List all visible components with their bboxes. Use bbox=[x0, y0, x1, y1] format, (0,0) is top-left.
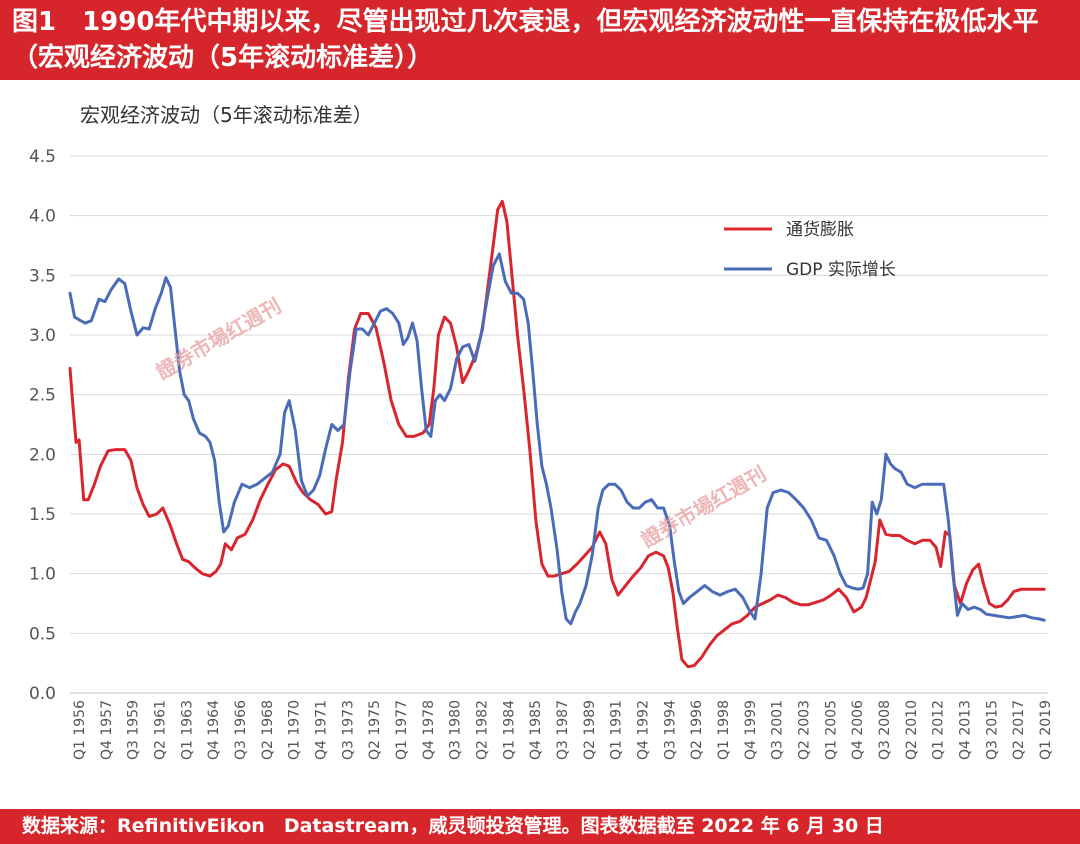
x-tick-label: Q1 2005 bbox=[823, 700, 839, 760]
x-tick-label: Q1 1956 bbox=[72, 700, 88, 760]
x-tick-label: Q1 1984 bbox=[501, 700, 517, 760]
x-tick-label: Q4 1999 bbox=[743, 700, 759, 760]
y-tick-label: 1.5 bbox=[29, 505, 56, 525]
y-tick-label: 4.5 bbox=[29, 147, 56, 167]
x-tick-label: Q2 1968 bbox=[260, 700, 276, 760]
y-tick-label: 2.0 bbox=[29, 445, 56, 465]
y-tick-label: 1.0 bbox=[29, 565, 56, 585]
chart-title: 宏观经济波动（5年滚动标准差） bbox=[80, 103, 373, 127]
x-tick-label: Q1 1970 bbox=[287, 700, 303, 760]
x-tick-label: Q4 2006 bbox=[850, 700, 866, 760]
source-note: 数据来源：RefinitivEikon Datastream，威灵顿投资管理。图… bbox=[22, 815, 884, 837]
x-tick-label: Q4 1957 bbox=[99, 700, 115, 760]
footer-bar: 数据来源：RefinitivEikon Datastream，威灵顿投资管理。图… bbox=[0, 809, 1080, 844]
x-tick-label: Q4 2013 bbox=[958, 700, 974, 760]
x-tick-label: Q1 2012 bbox=[931, 700, 947, 760]
x-tick-label: Q3 1966 bbox=[233, 700, 249, 760]
x-tick-label: Q3 1973 bbox=[340, 700, 356, 760]
legend-label-inflation: 通货膨胀 bbox=[786, 220, 854, 240]
x-tick-label: Q2 1961 bbox=[153, 700, 169, 760]
y-tick-label: 3.0 bbox=[29, 326, 56, 346]
x-tick-label: Q1 1998 bbox=[716, 700, 732, 760]
figure-title: 图1 1990年代中期以来，尽管出现过几次衰退，但宏观经济波动性一直保持在极低水… bbox=[12, 7, 1039, 73]
x-tick-label: Q2 2010 bbox=[904, 700, 920, 760]
x-tick-label: Q4 1964 bbox=[206, 700, 222, 760]
x-tick-label: Q4 1985 bbox=[528, 700, 544, 760]
x-tick-label: Q3 1980 bbox=[448, 700, 464, 760]
y-tick-label: 0.0 bbox=[29, 684, 56, 704]
x-tick-label: Q2 1975 bbox=[367, 700, 383, 760]
x-tick-label: Q1 1977 bbox=[394, 700, 410, 760]
x-tick-label: Q2 1996 bbox=[689, 700, 705, 760]
x-tick-label: Q3 2015 bbox=[984, 700, 1000, 760]
x-tick-label: Q3 1994 bbox=[662, 700, 678, 760]
series-line-gdp bbox=[68, 252, 1046, 626]
x-tick-label: Q2 1982 bbox=[475, 700, 491, 760]
x-tick-label: Q4 1992 bbox=[636, 700, 652, 760]
y-tick-label: 3.5 bbox=[29, 266, 56, 286]
x-tick-label: Q3 1987 bbox=[555, 700, 571, 760]
chart: 宏观经济波动（5年滚动标准差） 0.0 0.5 1.0 1.5 2.0 2.5 3.0 3.5 4… bbox=[29, 103, 1054, 760]
title-bar: 图1 1990年代中期以来，尽管出现过几次衰退，但宏观经济波动性一直保持在极低水… bbox=[0, 0, 1080, 80]
x-tick-label: Q2 2003 bbox=[797, 700, 813, 760]
y-tick-label: 0.5 bbox=[29, 624, 56, 644]
x-tick-label: Q3 1959 bbox=[126, 700, 142, 760]
x-tick-label: Q2 2017 bbox=[1011, 700, 1027, 760]
legend-label-gdp: GDP 实际增长 bbox=[786, 260, 896, 280]
x-tick-label: Q3 2001 bbox=[770, 700, 786, 760]
series-line-inflation bbox=[68, 199, 1046, 669]
y-tick-label: 4.0 bbox=[29, 207, 56, 227]
x-tick-label: Q1 1963 bbox=[179, 700, 195, 760]
x-tick-label: Q4 1971 bbox=[314, 700, 330, 760]
x-tick-label: Q1 1991 bbox=[609, 700, 625, 760]
x-tick-label: Q3 2008 bbox=[877, 700, 893, 760]
x-tick-label: Q1 2019 bbox=[1038, 700, 1054, 760]
y-tick-label: 2.5 bbox=[29, 386, 56, 406]
x-tick-label: Q4 1978 bbox=[421, 700, 437, 760]
x-tick-label: Q2 1989 bbox=[582, 700, 598, 760]
